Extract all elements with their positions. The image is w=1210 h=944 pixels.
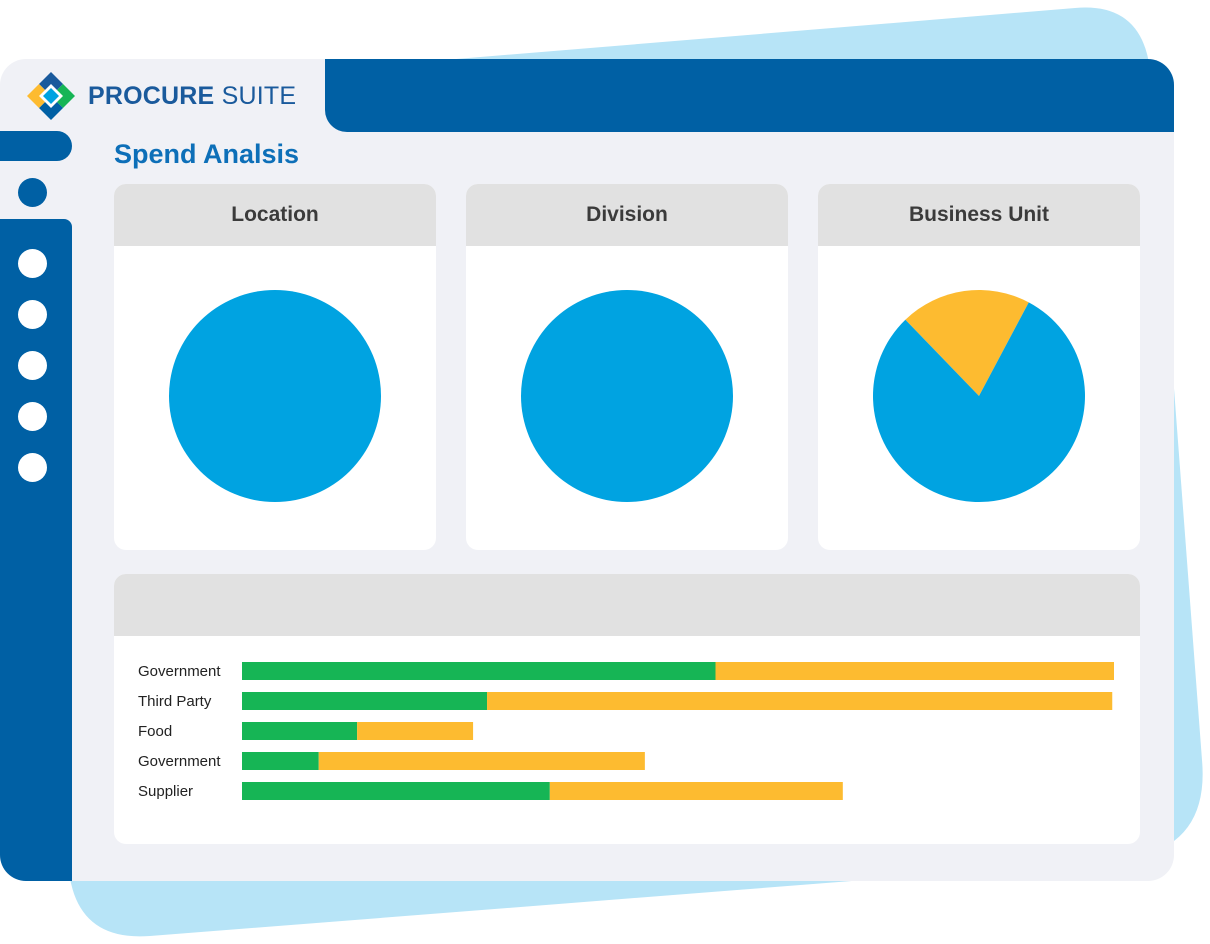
- business-unit-pie-chart[interactable]: [872, 289, 1086, 503]
- bar-segment-green[interactable]: [242, 692, 488, 710]
- bar-category-label: Third Party: [138, 693, 212, 710]
- app-window: PROCURE SUITE Spend Analsis Location Div…: [0, 59, 1174, 881]
- brand-name: PROCURE SUITE: [88, 82, 296, 111]
- procure-suite-logo-icon: [27, 72, 75, 120]
- sidebar-item-0[interactable]: [18, 178, 47, 207]
- division-card: Division: [466, 184, 788, 550]
- bar-card-header: [114, 574, 1140, 636]
- sidebar-item-5[interactable]: [18, 453, 47, 482]
- bar-segment-yellow[interactable]: [549, 782, 843, 800]
- location-card: Location: [114, 184, 436, 550]
- sidebar-top-tab: [0, 131, 72, 161]
- division-card-title: Division: [466, 184, 788, 246]
- bar-category-label: Supplier: [138, 783, 193, 800]
- bar-segment-yellow[interactable]: [715, 662, 1114, 680]
- spend-bar-chart: Government Third Party Food Government Suppl…: [138, 662, 1114, 800]
- spend-bar-card: Government Third Party Food Government Suppl…: [114, 574, 1140, 844]
- brand-name-light: SUITE: [214, 81, 297, 110]
- bar-segment-green[interactable]: [242, 782, 550, 800]
- brand-logo[interactable]: PROCURE SUITE: [26, 72, 296, 120]
- location-card-title: Location: [114, 184, 436, 246]
- bar-category-label: Food: [138, 723, 172, 740]
- bar-segment-green[interactable]: [242, 662, 716, 680]
- pie-slice[interactable]: [169, 290, 381, 502]
- division-pie-chart[interactable]: [520, 289, 734, 503]
- bar-segment-green[interactable]: [242, 752, 319, 770]
- sidebar-item-1[interactable]: [18, 249, 47, 278]
- bar-segment-yellow[interactable]: [318, 752, 645, 770]
- bar-category-label: Government: [138, 663, 221, 680]
- pie-slice[interactable]: [521, 290, 733, 502]
- brand-name-bold: PROCURE: [88, 81, 215, 110]
- pie-slice[interactable]: [873, 302, 1085, 502]
- sidebar-item-2[interactable]: [18, 300, 47, 329]
- business-unit-card-title: Business Unit: [818, 184, 1140, 246]
- bar-segment-yellow[interactable]: [357, 722, 474, 740]
- business-unit-card: Business Unit: [818, 184, 1140, 550]
- pie-slice[interactable]: [905, 290, 1029, 396]
- sidebar-item-3[interactable]: [18, 351, 47, 380]
- sidebar-item-4[interactable]: [18, 402, 47, 431]
- bar-segment-green[interactable]: [242, 722, 358, 740]
- top-bar: [325, 59, 1174, 132]
- page-title: Spend Analsis: [114, 139, 300, 169]
- location-pie-chart[interactable]: [168, 289, 382, 503]
- sidebar: [0, 219, 72, 881]
- bar-segment-yellow[interactable]: [487, 692, 1113, 710]
- bar-category-label: Government: [138, 753, 221, 770]
